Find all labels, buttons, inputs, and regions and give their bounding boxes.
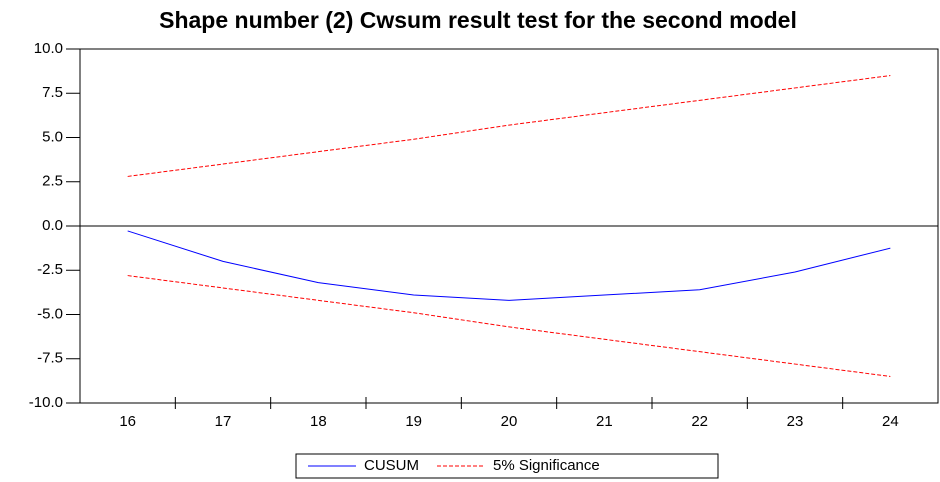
y-tick-label: 2.5 [42,173,63,190]
x-tick-label: 18 [310,413,327,430]
chart-title: Shape number (2) Cwsum result test for t… [159,7,797,33]
x-tick-label: 19 [405,413,422,430]
x-tick-label: 17 [215,413,232,430]
y-tick-label: -5.0 [37,305,63,322]
x-tick-label: 21 [596,413,613,430]
y-tick-label: -10.0 [29,394,63,411]
series-line [127,275,891,377]
y-tick-label: 5.0 [42,128,63,145]
y-tick-label: 0.0 [42,217,63,234]
y-tick-label: 10.0 [34,40,63,57]
x-tick-label: 22 [691,413,708,430]
y-tick-label: -2.5 [37,261,63,278]
legend-label: CUSUM [364,457,419,474]
x-tick-label: 16 [119,413,136,430]
series-line [127,75,891,177]
legend-label: 5% Significance [493,457,600,474]
series-line [127,230,891,301]
y-tick-label: -7.5 [37,350,63,367]
y-tick-label: 7.5 [42,84,63,101]
x-tick-label: 23 [787,413,804,430]
x-tick-label: 20 [501,413,518,430]
x-tick-label: 24 [882,413,899,430]
legend-box [295,453,719,479]
